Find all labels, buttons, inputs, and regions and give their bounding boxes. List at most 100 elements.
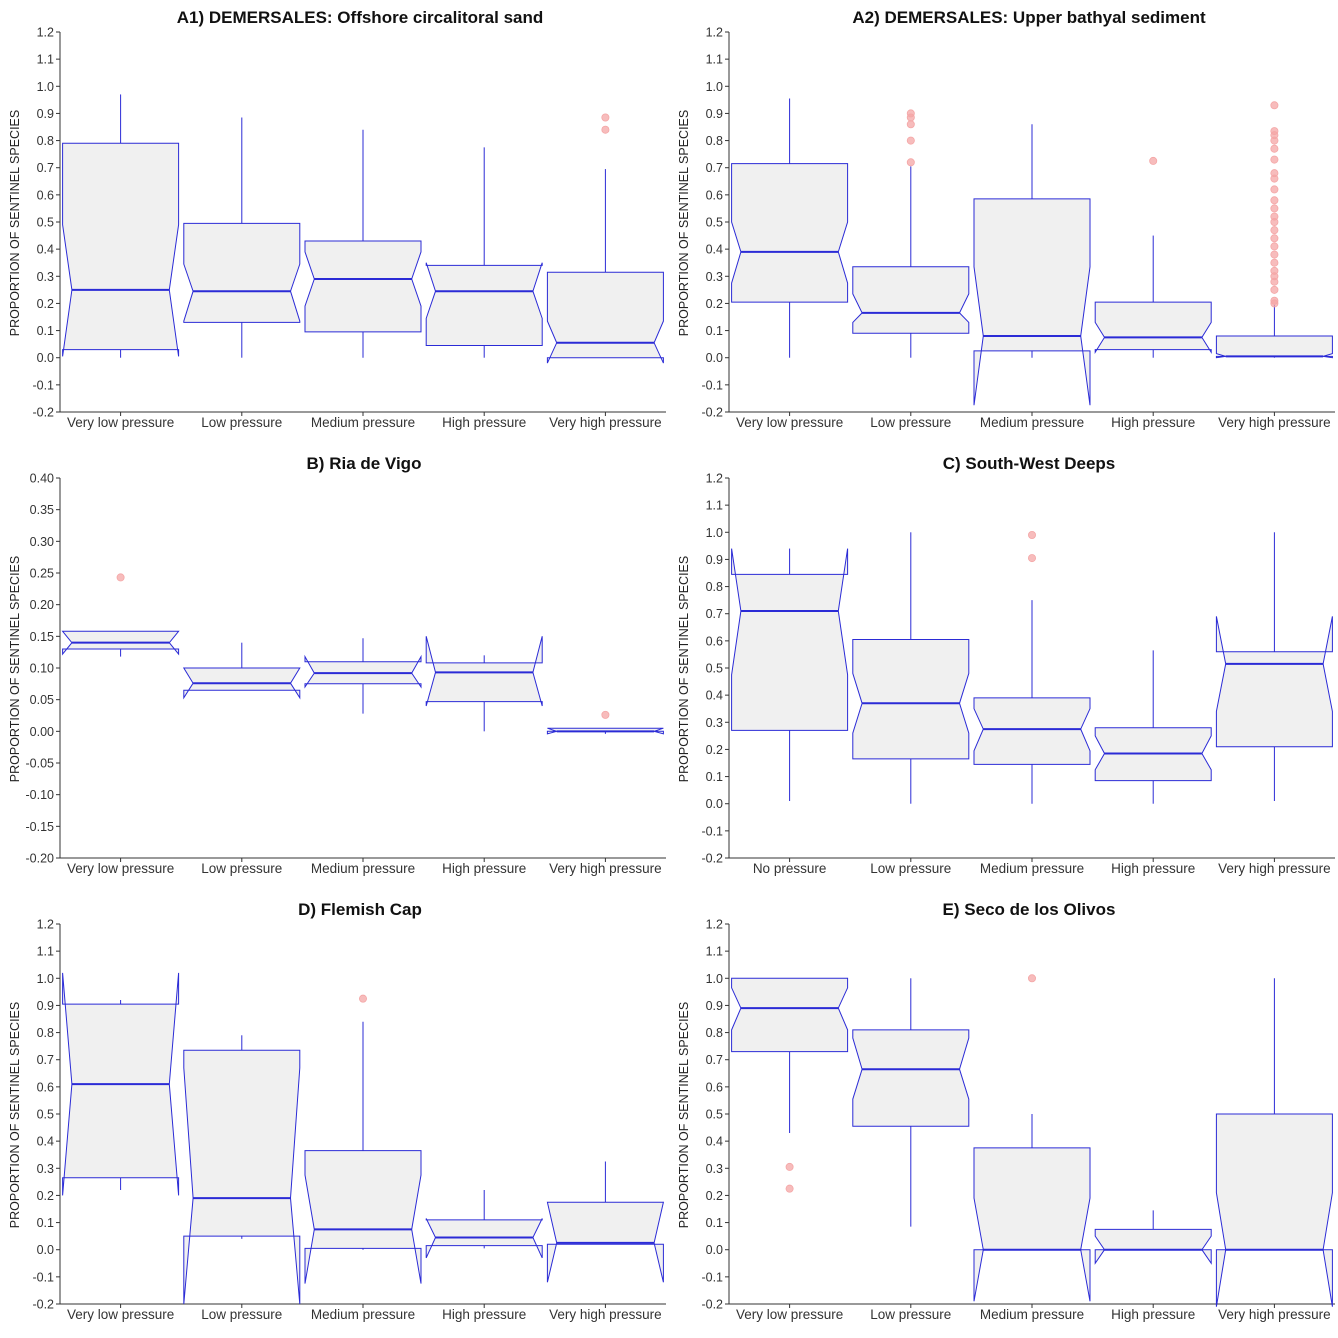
- y-tick-label: 1.2: [706, 918, 723, 932]
- y-tick-label: -0.2: [701, 406, 723, 420]
- chart-a2-svg: A2) DEMERSALES: Upper bathyal sediment P…: [677, 8, 1335, 430]
- box-body: [973, 1147, 1091, 1302]
- y-tick-label: 0.9: [37, 999, 54, 1013]
- outlier-point: [116, 573, 125, 582]
- y-tick-label: 0.5: [37, 216, 54, 230]
- y-tick-label: 0.4: [37, 243, 54, 257]
- y-tick-label: 1.1: [37, 945, 54, 959]
- y-tick-label: 0.7: [706, 607, 723, 621]
- outlier-point: [906, 120, 915, 129]
- box-body: [1094, 301, 1212, 355]
- y-tick-label: 0.0: [706, 797, 723, 811]
- y-tick-label: 0.9: [706, 999, 723, 1013]
- box-body: [183, 222, 301, 323]
- outlier-point: [906, 158, 915, 167]
- y-tick-label: 0.4: [37, 1135, 54, 1149]
- y-tick-label: 0.6: [706, 1080, 723, 1094]
- box-3: [425, 147, 543, 358]
- y-tick-label: 0.3: [37, 1162, 54, 1176]
- y-tick-label: 0.3: [37, 270, 54, 284]
- x-tick-label: Medium pressure: [311, 861, 415, 876]
- y-tick-label: 0.3: [706, 1162, 723, 1176]
- y-tick-label: 0.0: [706, 351, 723, 365]
- y-tick-label: 1.2: [37, 918, 54, 932]
- panel-a1: A1) DEMERSALES: Offshore circalitoral sa…: [0, 0, 669, 446]
- y-tick-label: 1.1: [37, 53, 54, 67]
- box-4: [1215, 532, 1333, 801]
- x-tick-label: Low pressure: [870, 861, 951, 876]
- y-axis-label: PROPORTION OF SENTINEL SPECIES: [677, 110, 691, 336]
- box-2: [973, 531, 1091, 804]
- y-tick-label: 0.20: [30, 598, 54, 612]
- outlier-point: [1270, 127, 1279, 136]
- x-tick-label: High pressure: [442, 415, 526, 430]
- box-body: [731, 163, 849, 303]
- outlier-point: [601, 113, 610, 122]
- box-body: [1094, 1228, 1212, 1265]
- box-0: [731, 98, 849, 358]
- x-tick-label: Medium pressure: [980, 861, 1084, 876]
- x-tick-label: No pressure: [753, 861, 827, 876]
- y-tick-label: -0.1: [701, 1270, 723, 1284]
- y-tick-label: 1.0: [37, 972, 54, 986]
- box-0: [731, 548, 849, 801]
- box-2: [973, 974, 1091, 1302]
- y-tick-label: -0.1: [32, 1270, 54, 1284]
- y-tick-label: 0.2: [37, 1189, 54, 1203]
- y-axis-label: PROPORTION OF SENTINEL SPECIES: [677, 556, 691, 782]
- plot-area: 1.2 1.1 1.0 0.9 0.8 0.7 0.6 0.5 0.4 0.3 0.2 0.1 0.0 -…: [32, 26, 666, 430]
- y-axis-label: PROPORTION OF SENTINEL SPECIES: [8, 110, 22, 336]
- x-tick-label: High pressure: [1111, 1307, 1195, 1322]
- outlier-point: [1270, 226, 1279, 235]
- y-tick-label: 0.8: [706, 134, 723, 148]
- box-body: [731, 548, 849, 731]
- y-tick-label: 0.05: [30, 693, 54, 707]
- outlier-point: [1270, 204, 1279, 213]
- x-tick-label: Very high pressure: [1218, 1307, 1331, 1322]
- box-body: [546, 271, 664, 364]
- y-tick-label: 0.5: [37, 1108, 54, 1122]
- y-tick-label: 0.2: [706, 297, 723, 311]
- panel-b: B) Ria de Vigo PROPORTION OF SENTINEL SP…: [0, 446, 669, 892]
- plot-area: 1.2 1.1 1.0 0.9 0.8 0.7 0.6 0.5 0.4 0.3 0.2 0.1 0.0 -…: [701, 918, 1335, 1322]
- box-4: [546, 710, 664, 735]
- y-tick-label: -0.10: [26, 788, 55, 802]
- y-tick-label: 0.4: [706, 1135, 723, 1149]
- x-tick-label: Very high pressure: [549, 861, 662, 876]
- x-tick-label: Very low pressure: [67, 415, 174, 430]
- box-body: [1215, 1113, 1333, 1307]
- y-tick-label: 0.0: [37, 1243, 54, 1257]
- y-tick-label: -0.2: [32, 1298, 54, 1312]
- x-tick-label: High pressure: [1111, 415, 1195, 430]
- box-3: [1094, 156, 1212, 358]
- plot-area: 1.2 1.1 1.0 0.9 0.8 0.7 0.6 0.5 0.4 0.3 0.2 0.1 0.0 -…: [701, 26, 1335, 430]
- outlier-point: [1270, 155, 1279, 164]
- y-tick-label: 1.2: [706, 26, 723, 40]
- box-1: [183, 117, 301, 358]
- x-tick-label: High pressure: [442, 861, 526, 876]
- y-tick-label: 0.9: [706, 107, 723, 121]
- y-tick-label: 1.0: [706, 972, 723, 986]
- chart-e-svg: E) Seco de los Olivos PROPORTION OF SENT…: [677, 900, 1335, 1322]
- outlier-point: [358, 994, 367, 1003]
- chart-title: C) South-West Deeps: [943, 454, 1116, 473]
- y-tick-label: 1.0: [37, 80, 54, 94]
- outlier-point: [1270, 212, 1279, 221]
- y-tick-label: 0.5: [706, 1108, 723, 1122]
- y-axis-label: PROPORTION OF SENTINEL SPECIES: [677, 1002, 691, 1228]
- x-tick-label: Very high pressure: [549, 415, 662, 430]
- x-tick-label: Low pressure: [201, 1307, 282, 1322]
- plot-area: 1.2 1.1 1.0 0.9 0.8 0.7 0.6 0.5 0.4 0.3 0.2 0.1 0.0 -…: [32, 918, 666, 1322]
- box-body: [425, 636, 543, 707]
- box-body: [852, 1029, 970, 1127]
- box-3: [1094, 1210, 1212, 1265]
- y-tick-label: 0.00: [30, 725, 54, 739]
- y-tick-label: -0.1: [32, 378, 54, 392]
- y-tick-label: 0.3: [706, 270, 723, 284]
- y-tick-label: 0.0: [706, 1243, 723, 1257]
- box-body: [973, 697, 1091, 765]
- chart-title: E) Seco de los Olivos: [943, 900, 1116, 919]
- outlier-point: [601, 125, 610, 134]
- outlier-point: [906, 109, 915, 118]
- box-body: [304, 1150, 422, 1284]
